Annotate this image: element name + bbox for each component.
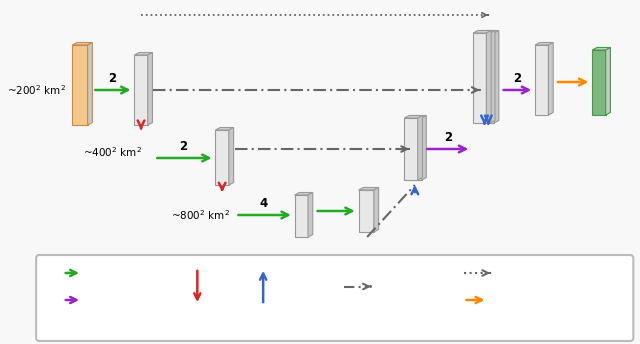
Text: Linear Conv2D: Linear Conv2D: [495, 295, 572, 305]
Polygon shape: [473, 33, 486, 123]
Text: ~800$^2$ km$^2$: ~800$^2$ km$^2$: [171, 208, 230, 222]
Polygon shape: [535, 45, 548, 115]
Polygon shape: [229, 128, 234, 185]
Text: Conv2D: Conv2D: [270, 300, 311, 310]
Polygon shape: [148, 53, 152, 125]
Text: Conv2D: Conv2D: [495, 268, 536, 278]
Polygon shape: [134, 55, 148, 125]
Polygon shape: [404, 116, 422, 118]
Text: Conv2D: Conv2D: [376, 277, 417, 287]
Polygon shape: [72, 45, 88, 125]
Polygon shape: [477, 31, 495, 33]
Polygon shape: [592, 47, 611, 50]
Text: 2: 2: [108, 72, 116, 85]
Polygon shape: [535, 43, 553, 45]
Text: Max: Max: [204, 279, 225, 290]
Text: 2: 2: [513, 72, 522, 85]
Polygon shape: [216, 130, 229, 185]
FancyBboxPatch shape: [36, 255, 634, 341]
Polygon shape: [494, 31, 499, 123]
Polygon shape: [481, 33, 494, 123]
Polygon shape: [408, 118, 422, 180]
Text: ~400$^2$ km$^2$: ~400$^2$ km$^2$: [83, 145, 142, 159]
Text: 2x2: 2x2: [204, 300, 223, 310]
Polygon shape: [481, 31, 499, 33]
Polygon shape: [216, 128, 234, 130]
Polygon shape: [88, 43, 92, 125]
Polygon shape: [294, 193, 313, 195]
Polygon shape: [374, 187, 379, 232]
Text: 2: 2: [179, 140, 188, 153]
Text: Decoder stack: Decoder stack: [86, 295, 162, 305]
Polygon shape: [294, 195, 308, 237]
Text: Upsample: Upsample: [270, 279, 322, 290]
Polygon shape: [408, 116, 426, 118]
Polygon shape: [486, 31, 491, 123]
Polygon shape: [134, 53, 152, 55]
Polygon shape: [490, 31, 495, 123]
Polygon shape: [404, 118, 418, 180]
Text: 4: 4: [259, 197, 268, 210]
Polygon shape: [418, 116, 422, 180]
Polygon shape: [308, 193, 313, 237]
Text: with f$_d$=4: with f$_d$=4: [376, 288, 426, 301]
Text: Encoder stack: Encoder stack: [86, 268, 161, 278]
Text: ~200$^2$ km$^2$: ~200$^2$ km$^2$: [7, 83, 66, 97]
Polygon shape: [592, 50, 605, 115]
Text: 2: 2: [444, 131, 452, 144]
Polygon shape: [477, 33, 490, 123]
Polygon shape: [358, 190, 374, 232]
Text: 2x2 +: 2x2 +: [270, 290, 301, 300]
Polygon shape: [473, 31, 491, 33]
Polygon shape: [548, 43, 553, 115]
Polygon shape: [358, 187, 379, 190]
Text: pool: pool: [204, 290, 227, 300]
Polygon shape: [605, 47, 611, 115]
Polygon shape: [422, 116, 426, 180]
Polygon shape: [72, 43, 92, 45]
